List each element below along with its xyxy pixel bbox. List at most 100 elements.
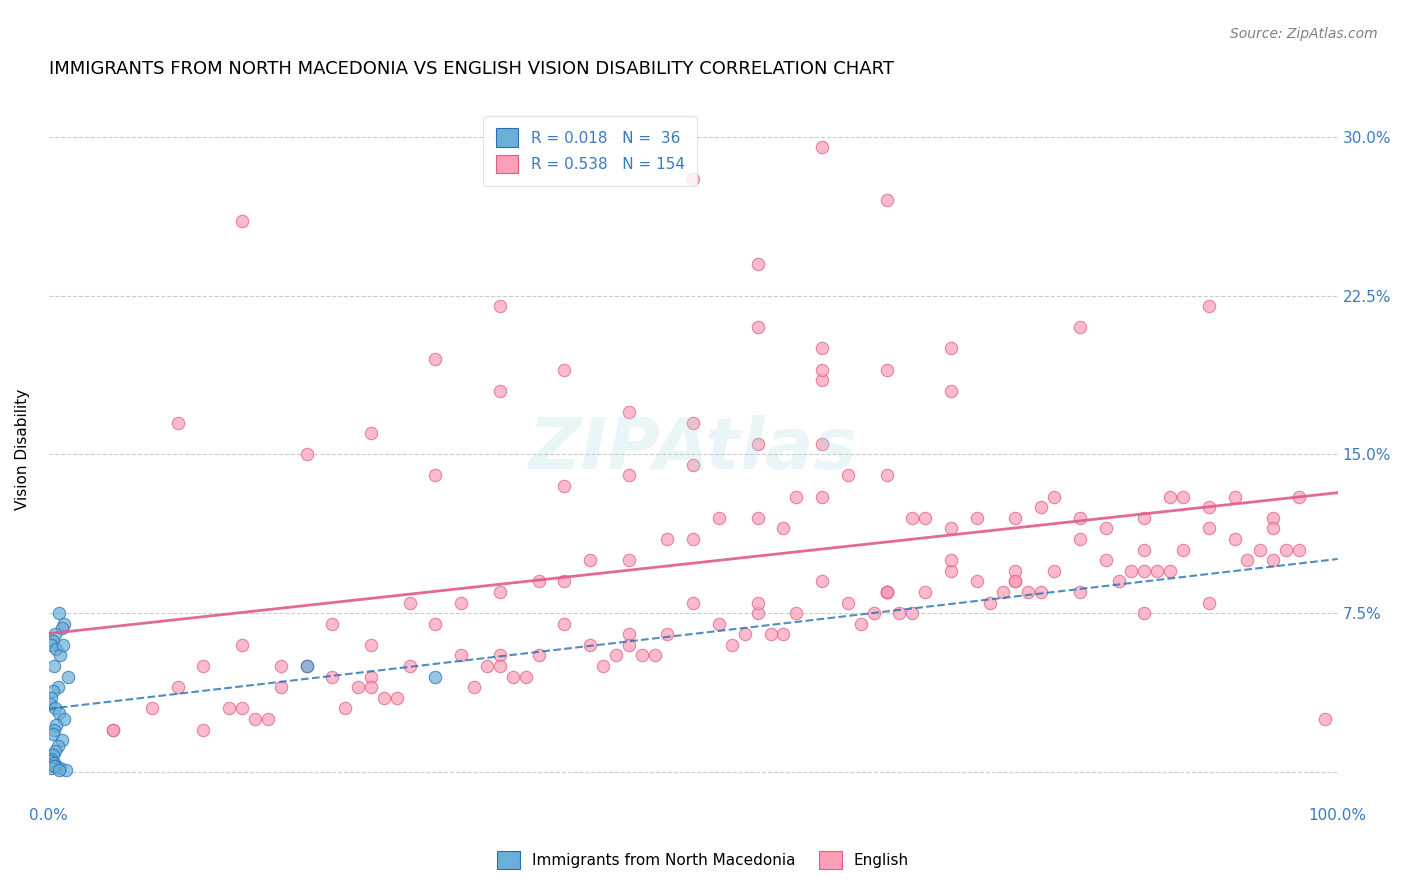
Point bbox=[837, 468, 859, 483]
Point bbox=[193, 723, 215, 737]
Point bbox=[1223, 490, 1246, 504]
Point bbox=[617, 405, 640, 419]
Point bbox=[914, 511, 936, 525]
Point bbox=[450, 648, 472, 663]
Point bbox=[605, 648, 627, 663]
Point bbox=[682, 595, 704, 609]
Point bbox=[41, 727, 63, 741]
Point bbox=[425, 352, 447, 367]
Point bbox=[1313, 712, 1336, 726]
Point bbox=[231, 701, 253, 715]
Point bbox=[991, 585, 1014, 599]
Point bbox=[617, 638, 640, 652]
Point bbox=[747, 595, 769, 609]
Point bbox=[360, 670, 382, 684]
Point bbox=[218, 701, 240, 715]
Point bbox=[243, 712, 266, 726]
Point bbox=[1094, 521, 1116, 535]
Point bbox=[48, 606, 70, 620]
Point bbox=[1198, 299, 1220, 313]
Point bbox=[1159, 564, 1181, 578]
Point bbox=[39, 754, 62, 768]
Point bbox=[889, 606, 911, 620]
Point bbox=[811, 490, 834, 504]
Point bbox=[425, 468, 447, 483]
Point bbox=[39, 697, 62, 711]
Point bbox=[1004, 511, 1026, 525]
Point bbox=[41, 633, 63, 648]
Point bbox=[1223, 532, 1246, 546]
Point bbox=[270, 680, 292, 694]
Point bbox=[53, 712, 76, 726]
Point bbox=[785, 490, 807, 504]
Point bbox=[463, 680, 485, 694]
Point bbox=[1043, 490, 1066, 504]
Point bbox=[398, 659, 420, 673]
Y-axis label: Vision Disability: Vision Disability bbox=[15, 388, 30, 509]
Point bbox=[41, 684, 63, 698]
Point bbox=[398, 595, 420, 609]
Point bbox=[1031, 500, 1053, 515]
Point bbox=[966, 511, 988, 525]
Point bbox=[617, 627, 640, 641]
Point bbox=[721, 638, 744, 652]
Point bbox=[876, 585, 898, 599]
Point bbox=[502, 670, 524, 684]
Point bbox=[1263, 511, 1285, 525]
Point bbox=[1288, 490, 1310, 504]
Point bbox=[425, 616, 447, 631]
Point bbox=[385, 690, 408, 705]
Point bbox=[747, 606, 769, 620]
Point bbox=[1146, 564, 1168, 578]
Point bbox=[1121, 564, 1143, 578]
Point bbox=[747, 436, 769, 450]
Point bbox=[876, 194, 898, 208]
Point bbox=[489, 659, 512, 673]
Point bbox=[811, 373, 834, 387]
Point bbox=[41, 752, 63, 766]
Point bbox=[166, 416, 188, 430]
Point bbox=[966, 574, 988, 589]
Point bbox=[939, 553, 962, 567]
Legend: Immigrants from North Macedonia, English: Immigrants from North Macedonia, English bbox=[491, 845, 915, 875]
Point bbox=[811, 362, 834, 376]
Point bbox=[1069, 511, 1091, 525]
Point bbox=[45, 758, 67, 772]
Point bbox=[231, 638, 253, 652]
Point bbox=[772, 521, 794, 535]
Point bbox=[360, 638, 382, 652]
Point bbox=[166, 680, 188, 694]
Text: Source: ZipAtlas.com: Source: ZipAtlas.com bbox=[1230, 27, 1378, 41]
Point bbox=[939, 564, 962, 578]
Point bbox=[321, 670, 343, 684]
Point bbox=[41, 638, 63, 652]
Point bbox=[553, 479, 575, 493]
Point bbox=[1159, 490, 1181, 504]
Point bbox=[901, 606, 924, 620]
Point bbox=[321, 616, 343, 631]
Point bbox=[103, 723, 125, 737]
Point bbox=[1004, 574, 1026, 589]
Point bbox=[747, 320, 769, 334]
Point bbox=[759, 627, 782, 641]
Point bbox=[630, 648, 652, 663]
Point bbox=[837, 595, 859, 609]
Point bbox=[811, 574, 834, 589]
Point bbox=[644, 648, 666, 663]
Point bbox=[1275, 542, 1298, 557]
Point bbox=[489, 585, 512, 599]
Point bbox=[849, 616, 872, 631]
Point bbox=[41, 747, 63, 762]
Point bbox=[1263, 521, 1285, 535]
Point bbox=[553, 616, 575, 631]
Point bbox=[1249, 542, 1271, 557]
Point bbox=[553, 574, 575, 589]
Point bbox=[1133, 511, 1156, 525]
Point bbox=[939, 521, 962, 535]
Point bbox=[747, 257, 769, 271]
Point bbox=[862, 606, 884, 620]
Point bbox=[475, 659, 498, 673]
Point bbox=[103, 723, 125, 737]
Point bbox=[939, 384, 962, 398]
Point bbox=[527, 574, 550, 589]
